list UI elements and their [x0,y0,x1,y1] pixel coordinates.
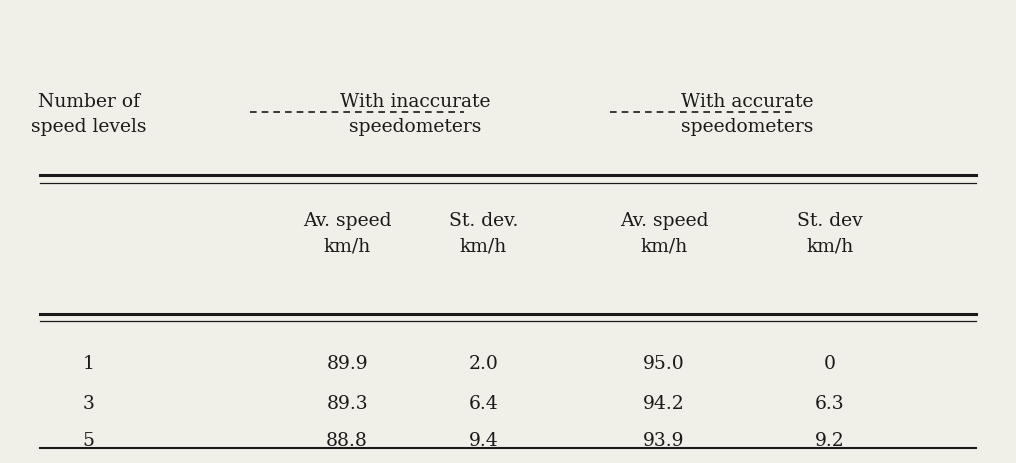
Text: 89.9: 89.9 [326,355,368,373]
Text: St. dev.
km/h: St. dev. km/h [449,212,518,255]
Text: 3: 3 [82,394,94,412]
Text: 9.2: 9.2 [815,432,844,450]
Text: 89.3: 89.3 [326,394,368,412]
Text: 9.4: 9.4 [468,432,499,450]
Text: 0: 0 [824,355,836,373]
Text: Av. speed
km/h: Av. speed km/h [303,212,391,255]
Text: 95.0: 95.0 [643,355,685,373]
Text: Av. speed
km/h: Av. speed km/h [620,212,708,255]
Text: Number of
speed levels: Number of speed levels [30,93,146,136]
Text: 1: 1 [82,355,94,373]
Text: 94.2: 94.2 [643,394,685,412]
Text: 2.0: 2.0 [468,355,499,373]
Text: 88.8: 88.8 [326,432,368,450]
Text: 93.9: 93.9 [643,432,685,450]
Text: With accurate
speedometers: With accurate speedometers [681,93,813,136]
Text: St. dev
km/h: St. dev km/h [797,212,863,255]
Text: 6.4: 6.4 [468,394,499,412]
Text: With inaccurate
speedometers: With inaccurate speedometers [340,93,491,136]
Text: 5: 5 [82,432,94,450]
Text: 6.3: 6.3 [815,394,844,412]
